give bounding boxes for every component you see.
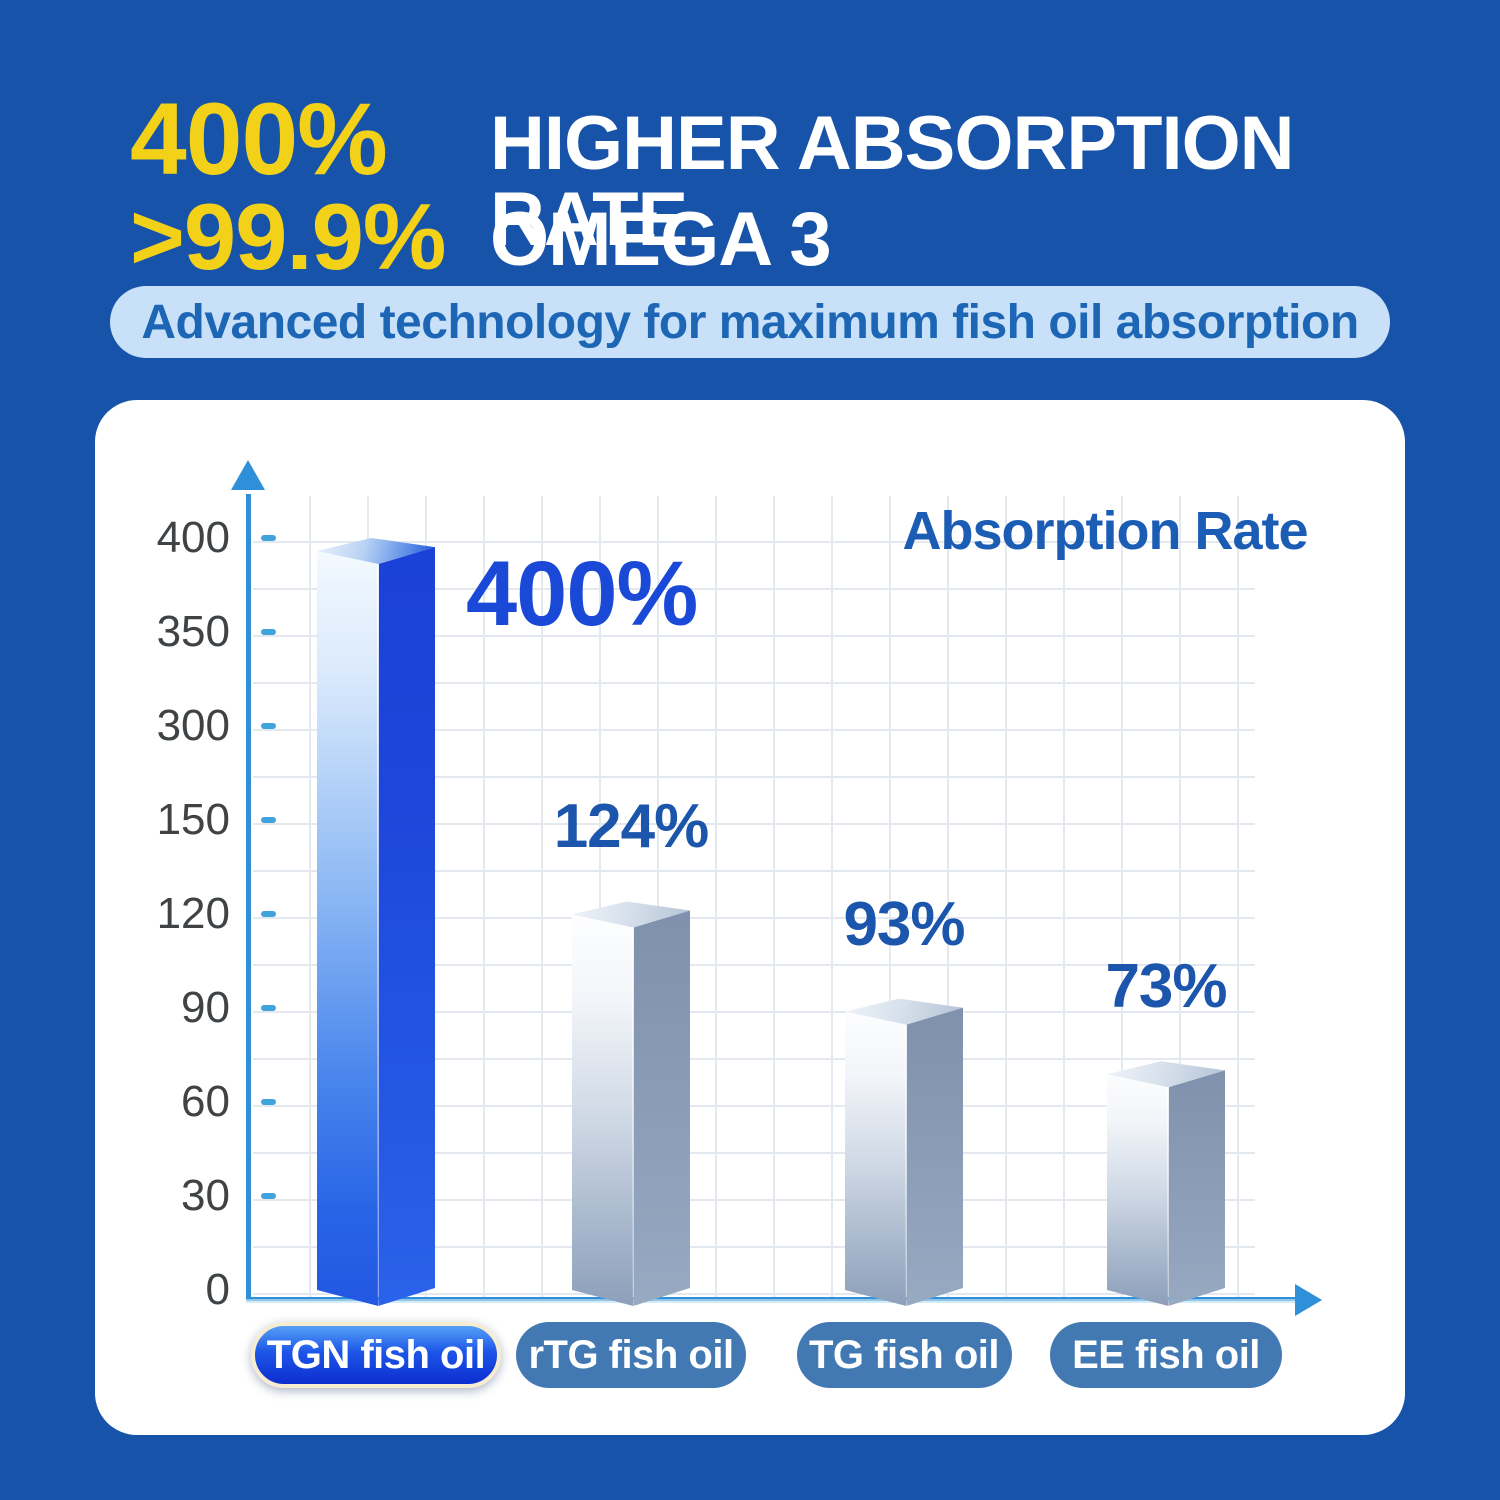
bar-face-front (572, 901, 633, 1306)
headline-omega-label: OMEGA 3 (490, 197, 832, 282)
category-pill: TG fish oil (796, 1322, 1012, 1388)
category-pill-label: TGN fish oil (266, 1332, 486, 1377)
y-tick-label: 60 (181, 1077, 230, 1126)
bar-face-front (845, 999, 906, 1306)
value-label: 400% (466, 543, 698, 645)
value-label: 93% (843, 889, 965, 959)
bar-edge-highlight (1167, 1087, 1170, 1298)
bar-face-side (633, 901, 690, 1306)
value-label: 124% (553, 792, 710, 862)
subtitle-text: Advanced technology for maximum fish oil… (141, 295, 1359, 349)
bar-face-side (378, 538, 435, 1306)
chart-title: Absorption Rate (902, 501, 1308, 561)
plot-area: 0 30 60 90 120 150 300 350 400 400% TGN fish oil 12… (95, 400, 1405, 1435)
category-pill: TGN fish oil (251, 1322, 501, 1388)
x-axis-arrow-icon (1295, 1284, 1322, 1316)
y-tick-label: 120 (156, 889, 230, 938)
bar-edge-highlight (632, 927, 635, 1298)
y-tick-label: 300 (156, 701, 230, 750)
chart-card: Absorption Rate 0 30 60 90 120 150 300 350 400 40… (95, 400, 1405, 1435)
y-tick-mark (261, 817, 276, 823)
category-pill-label: rTG fish oil (528, 1332, 734, 1377)
y-tick-label: 350 (156, 607, 230, 656)
y-tick-mark (261, 723, 276, 729)
y-tick-mark (261, 1005, 276, 1011)
y-tick-mark (261, 1193, 276, 1199)
headline-stat-purity: >99.9% (130, 184, 446, 289)
category-pill-label: EE fish oil (1072, 1332, 1260, 1377)
category-pill: rTG fish oil (516, 1322, 746, 1388)
bar-edge-highlight (905, 1024, 908, 1298)
bar-EE fish oil (1107, 1061, 1225, 1306)
y-tick-mark (261, 1099, 276, 1105)
bar-face-side (1168, 1061, 1225, 1306)
y-tick-mark (261, 535, 276, 541)
y-tick-label: 30 (181, 1171, 230, 1220)
bar-edge-highlight (377, 564, 380, 1298)
category-pill-label: TG fish oil (808, 1332, 1000, 1377)
category-pill: EE fish oil (1050, 1322, 1282, 1388)
headline-stat-absorption: 400% (130, 82, 388, 196)
y-axis-line (246, 494, 251, 1302)
bar-rTG fish oil (572, 901, 690, 1306)
y-tick-label: 150 (156, 795, 230, 844)
headline-absorption-label: HIGHER ABSORPTION RATE (490, 101, 1295, 262)
bar-face-side (906, 999, 963, 1306)
y-tick-label: 0 (205, 1265, 230, 1314)
bar-TGN fish oil (317, 538, 435, 1306)
bar-TG fish oil (845, 998, 963, 1306)
y-tick-mark (261, 911, 276, 917)
bar-face-front (1107, 1061, 1168, 1306)
value-label: 73% (1105, 952, 1227, 1022)
x-axis-line (246, 1297, 1298, 1303)
y-axis-arrow-icon (231, 460, 265, 490)
y-tick-label: 90 (181, 983, 230, 1032)
bar-face-front (317, 538, 378, 1306)
y-tick-label: 400 (156, 513, 230, 562)
y-tick-mark (261, 629, 276, 635)
subtitle-banner: Advanced technology for maximum fish oil… (110, 286, 1390, 358)
